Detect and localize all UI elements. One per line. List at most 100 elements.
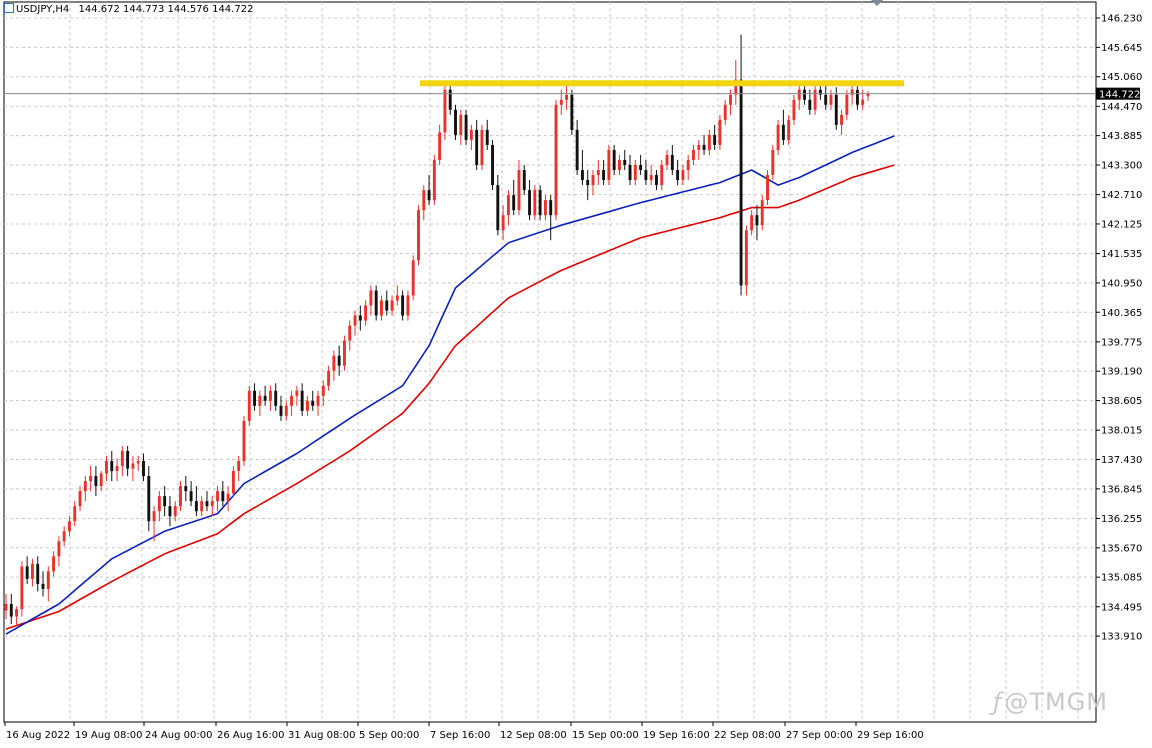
chart-dropdown-icon[interactable] bbox=[871, 0, 883, 6]
candle bbox=[454, 104, 457, 140]
candle bbox=[385, 290, 389, 316]
candle bbox=[184, 476, 188, 502]
candle bbox=[9, 593, 13, 625]
candle bbox=[850, 84, 854, 105]
candle-body bbox=[390, 300, 394, 311]
symbol-icon bbox=[4, 3, 14, 13]
candle bbox=[660, 159, 664, 191]
candle-body bbox=[575, 129, 579, 171]
y-tick-label: 136.845 bbox=[1101, 484, 1142, 495]
candle-body bbox=[522, 170, 526, 191]
x-tick-label: 5 Sep 00:00 bbox=[359, 730, 419, 741]
candle-body bbox=[591, 175, 595, 186]
x-tick-label: 15 Sep 00:00 bbox=[572, 730, 639, 741]
candle-body bbox=[750, 215, 754, 231]
candle-body bbox=[729, 94, 732, 105]
candle bbox=[353, 310, 357, 336]
candle-body bbox=[665, 154, 669, 166]
candle bbox=[750, 210, 754, 236]
candle bbox=[491, 139, 494, 191]
x-tick-label: 26 Aug 16:00 bbox=[217, 730, 284, 741]
candle-body bbox=[157, 496, 161, 512]
candle bbox=[295, 385, 299, 406]
candle bbox=[395, 285, 399, 306]
y-tick-label: 134.495 bbox=[1101, 602, 1142, 613]
candle bbox=[52, 551, 56, 577]
candle bbox=[62, 526, 66, 547]
candle bbox=[268, 385, 272, 411]
candle-body bbox=[866, 93, 870, 97]
candle bbox=[258, 390, 262, 416]
candle-body bbox=[697, 144, 701, 150]
candle bbox=[200, 496, 204, 517]
candle bbox=[73, 501, 77, 527]
candle bbox=[194, 486, 198, 517]
candle-body bbox=[533, 190, 537, 216]
candle-body bbox=[808, 99, 812, 110]
candle-body bbox=[99, 473, 103, 487]
candle-body bbox=[766, 175, 769, 201]
candle bbox=[99, 471, 103, 492]
candle-body bbox=[427, 190, 431, 201]
candle bbox=[575, 119, 579, 176]
candle-body bbox=[142, 461, 145, 477]
candle-body bbox=[565, 94, 569, 100]
price-tag-box bbox=[1096, 87, 1140, 100]
candle-body bbox=[406, 295, 410, 316]
candle-body bbox=[401, 295, 405, 316]
candle-body bbox=[62, 531, 66, 542]
candle bbox=[30, 558, 34, 587]
candle-body bbox=[496, 185, 500, 231]
price-tag-label: 144.722 bbox=[1099, 90, 1140, 101]
candle-body bbox=[707, 134, 711, 150]
candle bbox=[427, 175, 431, 206]
candle-body bbox=[83, 481, 87, 492]
x-tick-label: 22 Sep 08:00 bbox=[714, 730, 781, 741]
candle-body bbox=[200, 501, 204, 512]
axes: 146.230 145.645 145.060 144.470 143.885 143.3… bbox=[4, 14, 1142, 741]
candle-body bbox=[803, 89, 806, 100]
candle bbox=[20, 561, 24, 617]
candle bbox=[380, 295, 383, 321]
candle-body bbox=[517, 170, 521, 211]
y-tick-label: 135.670 bbox=[1101, 543, 1142, 554]
candle bbox=[649, 165, 653, 186]
candle bbox=[792, 94, 796, 125]
candle-body bbox=[723, 104, 727, 120]
ma-slow-line bbox=[5, 164, 895, 630]
y-tick-label: 141.535 bbox=[1101, 249, 1142, 260]
candle bbox=[89, 466, 93, 492]
y-tick-label: 145.645 bbox=[1101, 43, 1142, 54]
candle bbox=[586, 170, 590, 201]
candle bbox=[797, 84, 801, 110]
candle bbox=[231, 466, 235, 497]
ohlc-values: 144.672 144.773 144.576 144.722 bbox=[78, 4, 254, 15]
candle bbox=[538, 185, 542, 221]
candle bbox=[866, 91, 870, 101]
candle-body bbox=[353, 315, 357, 326]
candle-body bbox=[649, 175, 653, 181]
candle bbox=[120, 445, 124, 477]
candle-body bbox=[549, 200, 553, 216]
candle-body bbox=[570, 94, 574, 130]
candle bbox=[692, 144, 695, 166]
candle bbox=[580, 149, 584, 186]
x-tick-label: 12 Sep 08:00 bbox=[500, 730, 567, 741]
candle-body bbox=[226, 493, 230, 502]
y-tick-label: 133.910 bbox=[1101, 632, 1142, 643]
candle bbox=[448, 82, 452, 115]
candle bbox=[596, 159, 600, 186]
candle-body bbox=[617, 159, 621, 171]
candle-body bbox=[718, 119, 722, 145]
y-tick-label: 140.950 bbox=[1101, 278, 1142, 289]
candle bbox=[157, 491, 161, 522]
candle-body bbox=[73, 506, 77, 522]
candle-body bbox=[374, 290, 378, 316]
candle bbox=[565, 84, 569, 110]
candle-body bbox=[25, 566, 29, 579]
candle bbox=[179, 481, 182, 512]
candle bbox=[417, 205, 420, 266]
candle-body bbox=[506, 195, 510, 216]
